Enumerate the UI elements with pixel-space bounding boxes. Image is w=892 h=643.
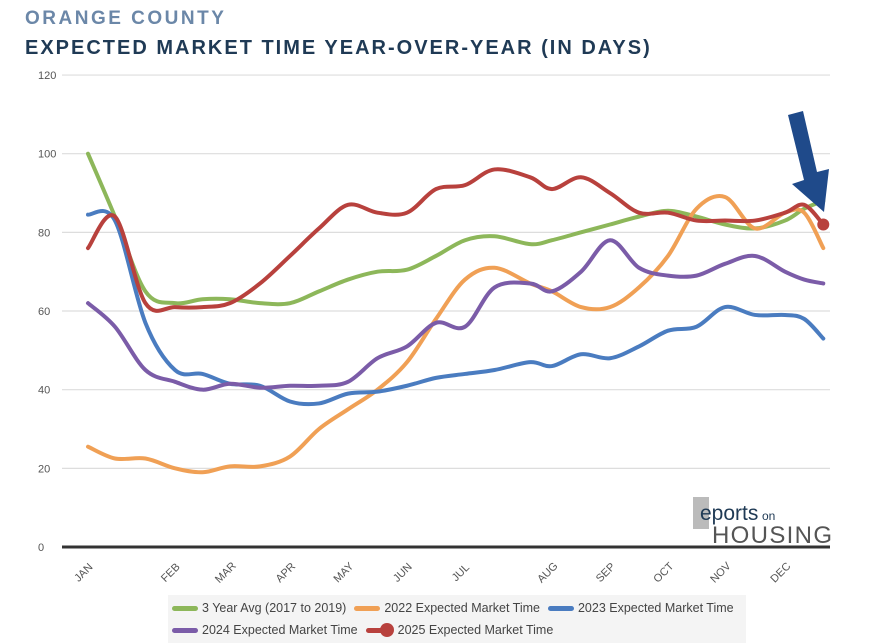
x-tick-label: MAR bbox=[213, 560, 239, 586]
y-tick-label: 80 bbox=[38, 227, 50, 239]
y-tick-label: 0 bbox=[38, 542, 44, 554]
x-tick-label: SEP bbox=[594, 561, 618, 585]
svg-text:on: on bbox=[762, 509, 775, 523]
x-tick-label: JAN bbox=[72, 561, 95, 584]
series-line-3 bbox=[86, 238, 826, 392]
x-tick-label: JUN bbox=[391, 561, 415, 585]
series-line-2 bbox=[86, 209, 826, 407]
x-tick-label: FEB bbox=[159, 561, 183, 585]
legend-label: 2024 Expected Market Time bbox=[202, 623, 358, 637]
svg-text:eports: eports bbox=[700, 502, 758, 525]
legend-label: 3 Year Avg (2017 to 2019) bbox=[202, 601, 347, 615]
legend-swatch bbox=[172, 627, 198, 633]
legend-item: 2022 Expected Market Time bbox=[354, 597, 540, 619]
chart-supertitle: ORANGE COUNTY bbox=[25, 8, 227, 29]
x-tick-label: JUL bbox=[450, 562, 472, 584]
series-line-4 bbox=[86, 167, 826, 313]
chart-legend: 3 Year Avg (2017 to 2019) 2022 Expected M… bbox=[168, 595, 746, 643]
svg-text:HOUSING: HOUSING bbox=[712, 522, 832, 549]
latest-value-marker bbox=[817, 218, 830, 231]
y-tick-label: 60 bbox=[38, 306, 50, 318]
y-tick-label: 100 bbox=[38, 149, 56, 161]
y-tick-label: 20 bbox=[38, 463, 50, 475]
legend-label: 2025 Expected Market Time bbox=[397, 623, 554, 637]
reports-on-housing-logo: eports on HOUSING bbox=[693, 497, 832, 549]
x-tick-label: DEC bbox=[768, 560, 793, 585]
x-tick-label: NOV bbox=[708, 560, 734, 586]
x-tick-label: APR bbox=[274, 561, 299, 586]
x-tick-label: AUG bbox=[535, 560, 560, 585]
series-line-1 bbox=[86, 194, 826, 475]
legend-item: 2023 Expected Market Time bbox=[547, 597, 734, 619]
legend-label: 2022 Expected Market Time bbox=[384, 601, 540, 615]
chart-title: EXPECTED MARKET TIME YEAR-OVER-YEAR (IN … bbox=[25, 37, 652, 59]
legend-swatch bbox=[547, 605, 574, 611]
y-tick-label: 40 bbox=[38, 385, 50, 397]
x-tick-label: MAY bbox=[331, 560, 356, 585]
arrow-annotation bbox=[788, 111, 829, 212]
series-line-0 bbox=[86, 151, 826, 307]
legend-swatch bbox=[172, 605, 198, 611]
legend-label: 2023 Expected Market Time bbox=[577, 601, 734, 615]
x-tick-label: OCT bbox=[651, 560, 676, 585]
legend-swatch bbox=[354, 605, 381, 611]
y-tick-label: 120 bbox=[38, 70, 56, 82]
legend-swatch bbox=[365, 622, 394, 637]
legend-item: 3 Year Avg (2017 to 2019) bbox=[172, 597, 346, 619]
legend-item: 2024 Expected Market Time bbox=[172, 619, 358, 641]
legend-item: 2025 Expected Market Time bbox=[365, 619, 554, 641]
